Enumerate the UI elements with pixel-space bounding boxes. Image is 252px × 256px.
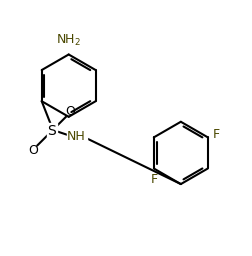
Text: NH: NH — [67, 130, 86, 143]
Text: O: O — [28, 144, 38, 157]
Text: F: F — [213, 128, 220, 141]
Text: S: S — [47, 124, 56, 138]
Text: F: F — [150, 174, 158, 186]
Text: NH$_2$: NH$_2$ — [56, 33, 81, 48]
Text: O: O — [66, 105, 75, 118]
